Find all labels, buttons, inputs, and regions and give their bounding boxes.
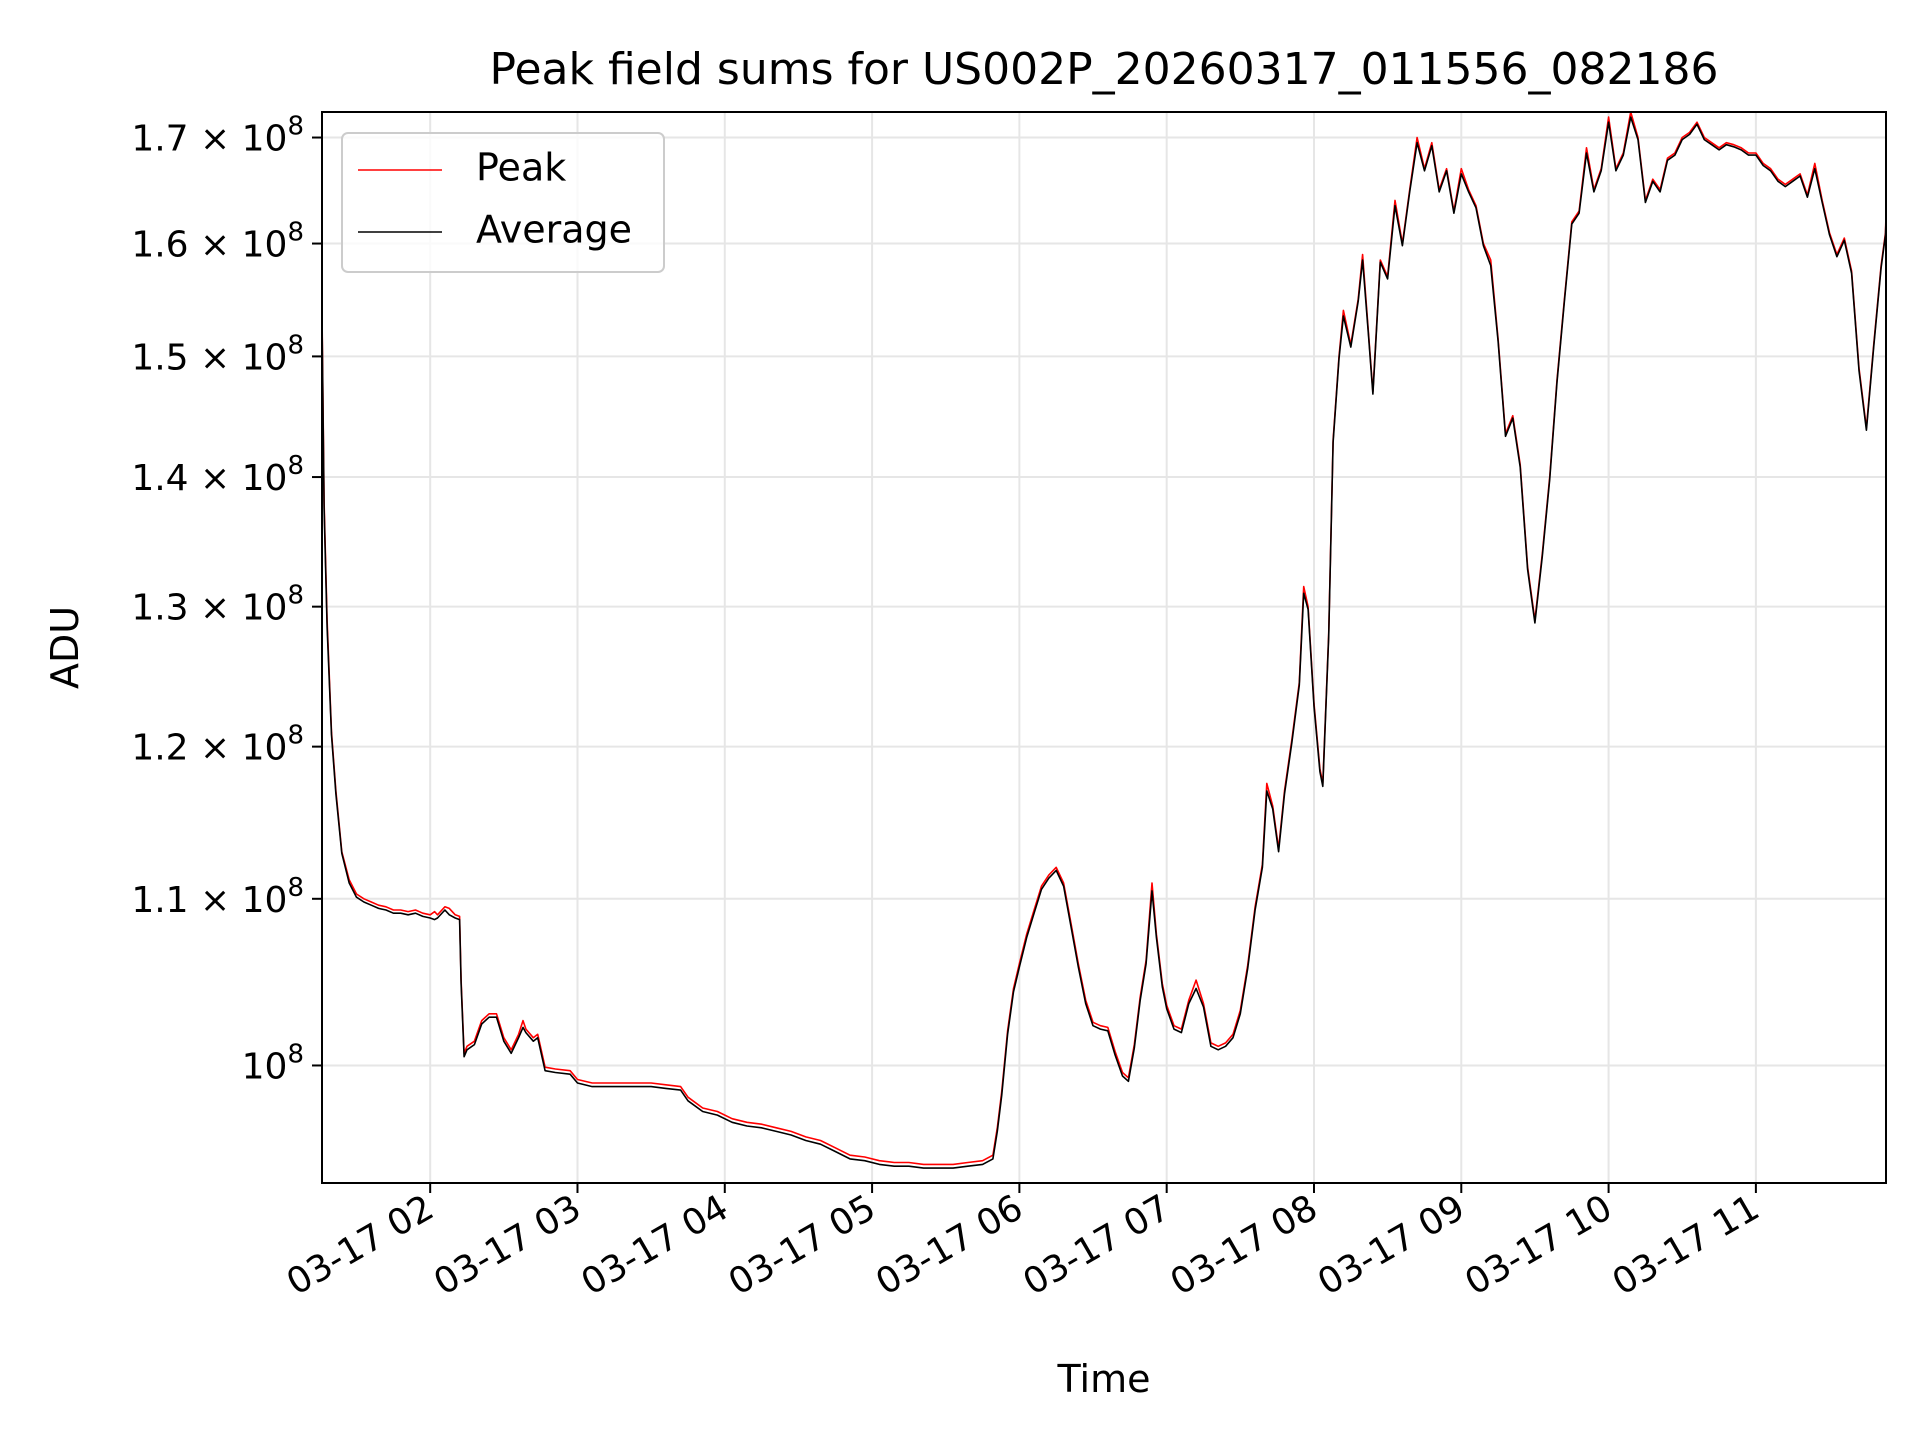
y-axis-label: ADU xyxy=(43,606,87,689)
y-tick-label: 108 xyxy=(242,1039,304,1087)
y-tick-label: 1.4 × 108 xyxy=(131,451,304,499)
plot-frame xyxy=(321,111,1887,1184)
x-axis-label: Time xyxy=(1057,1357,1151,1401)
y-tick-label: 1.2 × 108 xyxy=(131,721,304,769)
legend-box xyxy=(341,132,665,273)
chart-title: Peak field sums for US002P_20260317_0115… xyxy=(490,44,1719,95)
y-tick-label: 1.6 × 108 xyxy=(131,218,304,266)
y-tick-mantissa: 1.6 × 10 xyxy=(131,225,287,266)
y-tick-mantissa: 1.3 × 10 xyxy=(131,588,287,629)
y-tick-mantissa: 1.5 × 10 xyxy=(131,337,287,378)
y-tick-mantissa: 10 xyxy=(242,1046,288,1087)
grid-lines xyxy=(322,112,1886,1183)
y-tick-label: 1.7 × 108 xyxy=(131,112,304,160)
y-tick-mantissa: 1.2 × 10 xyxy=(131,728,287,769)
plot-lines xyxy=(321,111,1887,1169)
y-tick-exponent: 8 xyxy=(287,218,304,248)
y-tick-label: 1.3 × 108 xyxy=(131,581,304,629)
legend: Peak Average xyxy=(341,132,665,273)
y-tick-mantissa: 1.7 × 10 xyxy=(131,119,287,160)
y-tick-exponent: 8 xyxy=(287,721,304,751)
legend-peak-label: Peak xyxy=(476,146,566,190)
y-tick-exponent: 8 xyxy=(287,330,304,360)
y-tick-exponent: 8 xyxy=(287,112,304,142)
y-tick-exponent: 8 xyxy=(287,581,304,611)
y-tick-mantissa: 1.4 × 10 xyxy=(131,458,287,499)
legend-average-label: Average xyxy=(476,208,632,252)
y-tick-exponent: 8 xyxy=(287,873,304,903)
series-line-average xyxy=(321,116,1887,1169)
y-tick-mantissa: 1.1 × 10 xyxy=(131,880,287,921)
y-tick-label: 1.1 × 108 xyxy=(131,873,304,921)
y-tick-label: 1.5 × 108 xyxy=(131,330,304,378)
y-tick-exponent: 8 xyxy=(287,451,304,481)
y-tick-exponent: 8 xyxy=(287,1039,304,1069)
